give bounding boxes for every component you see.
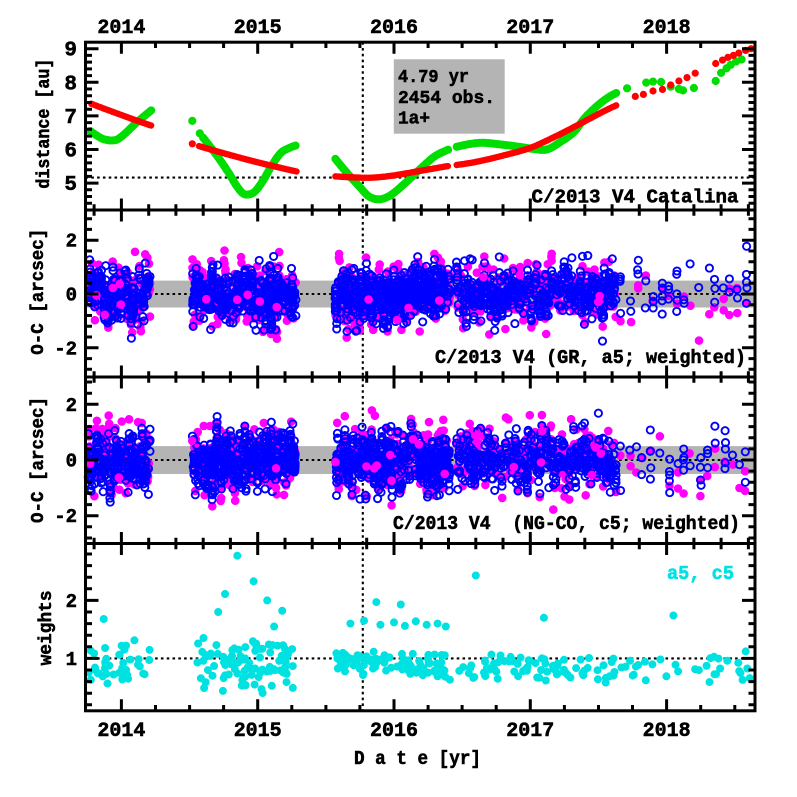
svg-text:0: 0 <box>66 451 77 473</box>
svg-text:2: 2 <box>66 395 77 417</box>
svg-text:2015: 2015 <box>234 17 282 40</box>
svg-text:6: 6 <box>64 141 77 164</box>
svg-text:1a+: 1a+ <box>398 110 430 130</box>
svg-text:2018: 2018 <box>643 17 691 40</box>
svg-text:a5, c5: a5, c5 <box>667 563 734 585</box>
svg-text:2014: 2014 <box>97 720 145 743</box>
svg-text:2: 2 <box>66 231 77 253</box>
svg-text:-2: -2 <box>54 506 77 528</box>
svg-text:C/2013 V4 (GR, a5; weighted): C/2013 V4 (GR, a5; weighted) <box>435 347 746 369</box>
svg-text:2016: 2016 <box>370 17 418 40</box>
svg-text:-2: -2 <box>54 338 77 360</box>
svg-text:C/2013 V4 (NG-CO, c5; weighte: C/2013 V4 (NG-CO, c5; weighted) <box>393 513 740 535</box>
svg-text:O-C [arcsec]: O-C [arcsec] <box>29 229 49 355</box>
svg-text:2017: 2017 <box>506 17 554 40</box>
svg-text:distance [au]: distance [au] <box>35 59 55 189</box>
svg-text:2: 2 <box>66 591 77 613</box>
svg-text:8: 8 <box>64 73 77 96</box>
svg-text:4.79 yr: 4.79 yr <box>398 68 469 88</box>
svg-text:5: 5 <box>64 174 77 197</box>
svg-text:9: 9 <box>64 40 77 63</box>
svg-text:2014: 2014 <box>97 17 145 40</box>
svg-text:2017: 2017 <box>506 720 554 743</box>
svg-text:O-C [arcsec]: O-C [arcsec] <box>29 397 49 523</box>
svg-text:2016: 2016 <box>370 720 418 743</box>
svg-text:D a t e [yr]: D a t e [yr] <box>354 748 481 770</box>
svg-text:2454 obs.: 2454 obs. <box>398 89 495 109</box>
svg-text:0: 0 <box>66 285 77 307</box>
svg-text:C/2013 V4 Catalina: C/2013 V4 Catalina <box>532 186 739 208</box>
svg-text:7: 7 <box>64 107 77 130</box>
svg-text:2018: 2018 <box>643 720 691 743</box>
svg-text:weights: weights <box>37 590 57 665</box>
svg-text:1: 1 <box>66 649 77 671</box>
svg-text:2015: 2015 <box>234 720 282 743</box>
